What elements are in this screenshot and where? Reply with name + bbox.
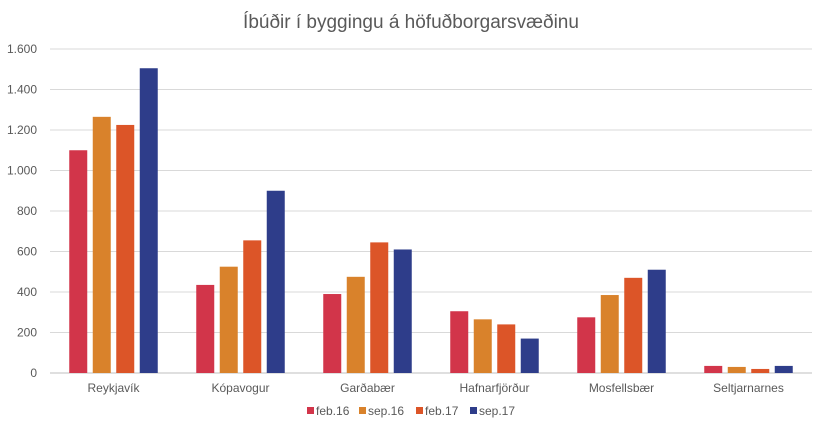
bar-sep-16-1 xyxy=(219,266,238,373)
bar-sep-16-4 xyxy=(600,295,619,373)
bar-sep-16-0 xyxy=(92,116,111,374)
legend: feb.16 sep.16 feb.17 sep.17 xyxy=(307,404,515,418)
bar-sep-17-5 xyxy=(774,365,793,373)
bar-sep-17-3 xyxy=(520,338,539,373)
legend-swatch xyxy=(307,407,314,414)
y-tick-label: 600 xyxy=(17,245,37,259)
y-tick-label: 1.400 xyxy=(7,83,37,97)
bar-sep-17-4 xyxy=(647,269,666,373)
bar-feb-16-5 xyxy=(704,365,723,373)
gridlines xyxy=(50,48,812,374)
bar-feb-17-4 xyxy=(624,277,643,373)
y-tick-label: 800 xyxy=(17,204,37,218)
bar-feb-16-2 xyxy=(323,294,342,373)
x-category-label: Seltjarnarnes xyxy=(713,381,784,395)
bar-feb-17-1 xyxy=(243,240,262,373)
bar-sep-17-0 xyxy=(139,68,158,374)
x-category-label: Garðabær xyxy=(340,381,395,395)
legend-swatch xyxy=(470,407,477,414)
y-tick-label: 1.000 xyxy=(7,164,37,178)
x-category-label: Kópavogur xyxy=(211,381,269,395)
bar-sep-17-1 xyxy=(266,190,285,373)
x-category-label: Reykjavík xyxy=(87,381,140,395)
x-axis-categories: Reykjavík Kópavogur Garðabær Hafnarfjörður M… xyxy=(87,381,783,395)
y-tick-label: 1.200 xyxy=(7,123,37,137)
legend-label: feb.16 xyxy=(316,404,350,418)
y-axis-ticks: 0 200 400 600 800 1.000 1.200 1.400 1.600 xyxy=(7,42,37,380)
bar-feb-16-0 xyxy=(69,150,88,373)
bar-feb-16-1 xyxy=(196,284,215,373)
chart-title: Íbúðir í byggingu á höfuðborgarsvæðinu xyxy=(243,12,579,33)
x-category-label: Mosfellsbær xyxy=(589,381,654,395)
y-tick-label: 200 xyxy=(17,326,37,340)
bar-feb-16-3 xyxy=(450,311,469,373)
bar-feb-16-4 xyxy=(577,317,596,373)
y-tick-label: 1.600 xyxy=(7,42,37,56)
bar-feb-17-2 xyxy=(370,242,389,373)
legend-swatch xyxy=(359,407,366,414)
legend-label: feb.17 xyxy=(425,404,459,418)
bar-sep-16-5 xyxy=(727,366,746,373)
bar-sep-17-2 xyxy=(393,249,412,373)
y-tick-label: 0 xyxy=(30,366,37,380)
bar-feb-17-5 xyxy=(751,368,770,373)
legend-label: sep.17 xyxy=(479,404,515,418)
bars xyxy=(69,68,793,374)
bar-sep-16-2 xyxy=(346,276,365,373)
y-tick-label: 400 xyxy=(17,285,37,299)
bar-sep-16-3 xyxy=(473,319,492,373)
bar-feb-17-0 xyxy=(116,124,135,373)
x-category-label: Hafnarfjörður xyxy=(459,381,529,395)
legend-label: sep.16 xyxy=(368,404,404,418)
legend-swatch xyxy=(416,407,423,414)
bar-feb-17-3 xyxy=(497,324,516,373)
